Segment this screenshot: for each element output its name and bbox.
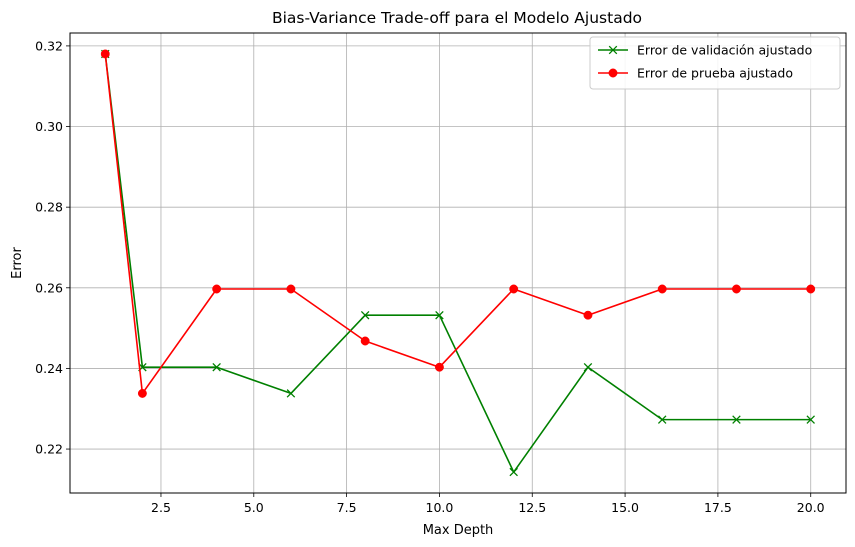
data-point [137, 388, 147, 398]
data-point [212, 362, 221, 372]
data-point [360, 336, 370, 346]
data-point [286, 389, 296, 398]
data-point [360, 310, 370, 320]
y-axis-label: Error [10, 247, 25, 279]
y-tick-label: 0.30 [35, 119, 63, 134]
data-point [657, 284, 667, 294]
x-tick-label: 10.0 [426, 500, 454, 515]
x-tick-label: 17.5 [704, 500, 732, 515]
x-tick-label: 5.0 [244, 500, 264, 515]
series-1 [101, 49, 815, 477]
x-tick-label: 15.0 [611, 500, 639, 515]
series-layer [100, 49, 816, 477]
legend-label: Error de validación ajustado [637, 43, 812, 58]
plot-frame [69, 32, 847, 494]
legend-label: Error de prueba ajustado [637, 66, 793, 81]
legend-marker [608, 68, 618, 78]
y-tick-label: 0.22 [35, 442, 63, 457]
legend-box [589, 36, 841, 90]
data-point [732, 284, 741, 294]
data-point [509, 284, 519, 294]
data-point [100, 49, 110, 59]
data-point [732, 415, 741, 424]
y-tick-label: 0.24 [35, 361, 63, 376]
series-2 [100, 49, 816, 398]
x-tick-label: 7.5 [337, 500, 357, 515]
data-point [657, 415, 667, 424]
ticks: 2.5 5.0 7.5 10.0 12.5 15.0 17.5 20.0 0.22 0.24 0.2… [35, 38, 825, 515]
grid [70, 33, 846, 493]
x-axis-label: Max Depth [423, 523, 494, 538]
data-point [286, 284, 296, 294]
y-tick-label: 0.26 [35, 280, 63, 295]
data-point [583, 362, 593, 372]
legend: Error de validación ajustado Error de pru… [589, 36, 841, 90]
data-point [435, 310, 444, 320]
legend-item: Error de validación ajustado [598, 43, 812, 58]
data-point [583, 310, 593, 320]
x-tick-label: 20.0 [797, 500, 825, 515]
x-tick-label: 2.5 [151, 500, 171, 515]
data-point [434, 362, 444, 372]
y-tick-label: 0.32 [35, 38, 63, 53]
data-point [806, 284, 816, 294]
y-tick-label: 0.28 [35, 200, 63, 215]
legend-marker [608, 45, 618, 55]
chart-title: Bias-Variance Trade-off para el Modelo A… [272, 9, 642, 27]
data-point [212, 284, 222, 294]
data-point [509, 467, 518, 477]
legend-item: Error de prueba ajustado [598, 66, 793, 81]
x-tick-label: 12.5 [518, 500, 546, 515]
data-point [806, 415, 815, 424]
